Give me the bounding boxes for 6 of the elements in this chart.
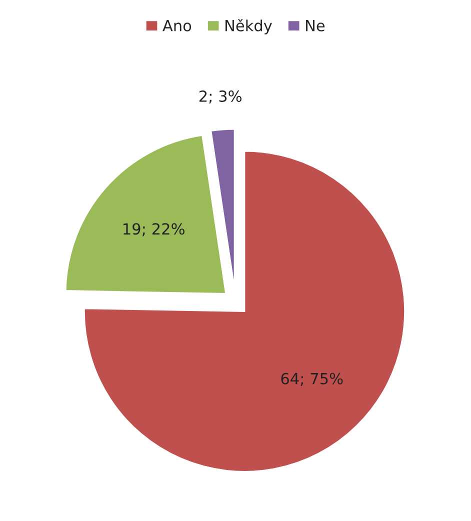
legend-label: Někdy (226, 18, 272, 34)
data-label: 19; 22% (124, 223, 184, 236)
legend-label: Ano (162, 20, 192, 32)
legend-label: Ne (306, 20, 325, 32)
data-label: 2; 3% (199, 90, 242, 104)
data-label: 64; 75% (281, 372, 343, 386)
